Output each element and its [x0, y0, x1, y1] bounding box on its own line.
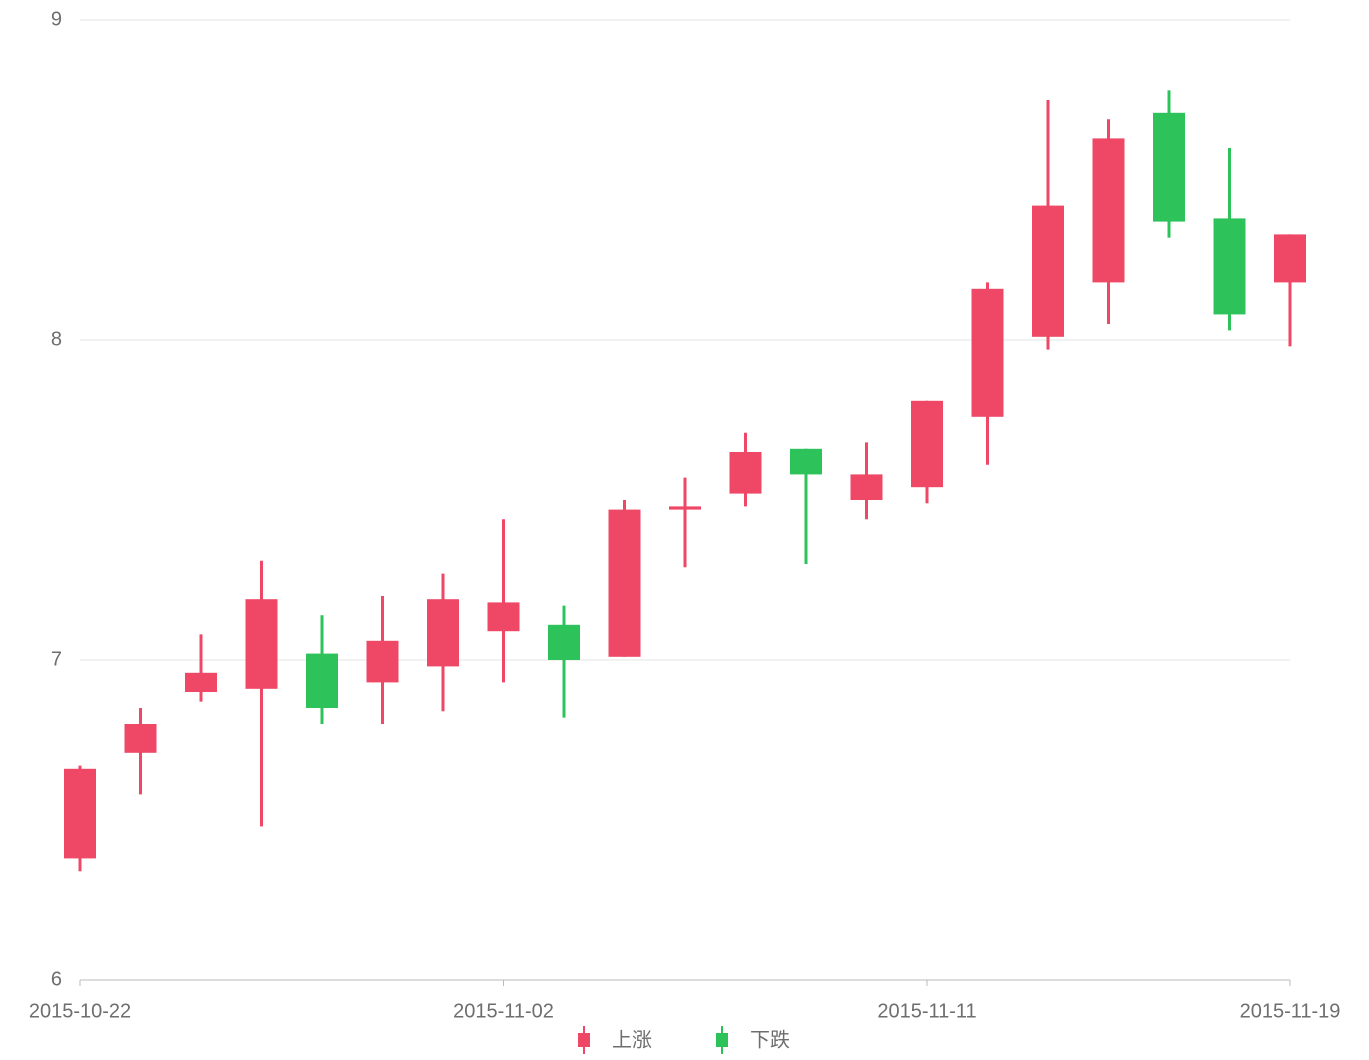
- candle-body: [366, 640, 399, 683]
- legend-label: 下跌: [750, 1028, 790, 1051]
- candle-body: [608, 509, 641, 657]
- candle-body: [971, 288, 1004, 417]
- y-tick-label: 6: [51, 968, 62, 990]
- candle-body: [790, 448, 822, 475]
- x-tick-label: 2015-11-02: [453, 1000, 554, 1022]
- candle-body: [64, 768, 96, 859]
- candle-body: [911, 400, 943, 488]
- candle-body: [487, 602, 520, 632]
- candle-body: [306, 653, 338, 708]
- candle-body: [1274, 234, 1306, 283]
- candle-body: [185, 672, 217, 692]
- x-tick-label: 2015-11-11: [877, 1000, 976, 1022]
- candle-body: [850, 474, 883, 500]
- x-tick-label: 2015-11-19: [1240, 1000, 1341, 1022]
- candle-body: [124, 724, 157, 753]
- candle-body: [669, 506, 701, 510]
- legend-icon: [578, 1033, 590, 1047]
- y-tick-label: 8: [51, 328, 62, 350]
- y-tick-label: 7: [51, 648, 62, 670]
- candle-body: [1032, 205, 1064, 337]
- candle-body: [729, 452, 762, 494]
- legend-icon: [716, 1033, 728, 1047]
- candle-body: [1153, 112, 1185, 222]
- candle-body: [548, 624, 580, 660]
- candle-body: [1213, 218, 1246, 315]
- candle-body: [427, 599, 459, 667]
- y-tick-label: 9: [51, 8, 62, 30]
- legend-label: 上涨: [612, 1028, 652, 1051]
- candle-body: [245, 599, 278, 689]
- x-tick-label: 2015-10-22: [29, 1000, 131, 1022]
- candle-body: [1092, 138, 1125, 283]
